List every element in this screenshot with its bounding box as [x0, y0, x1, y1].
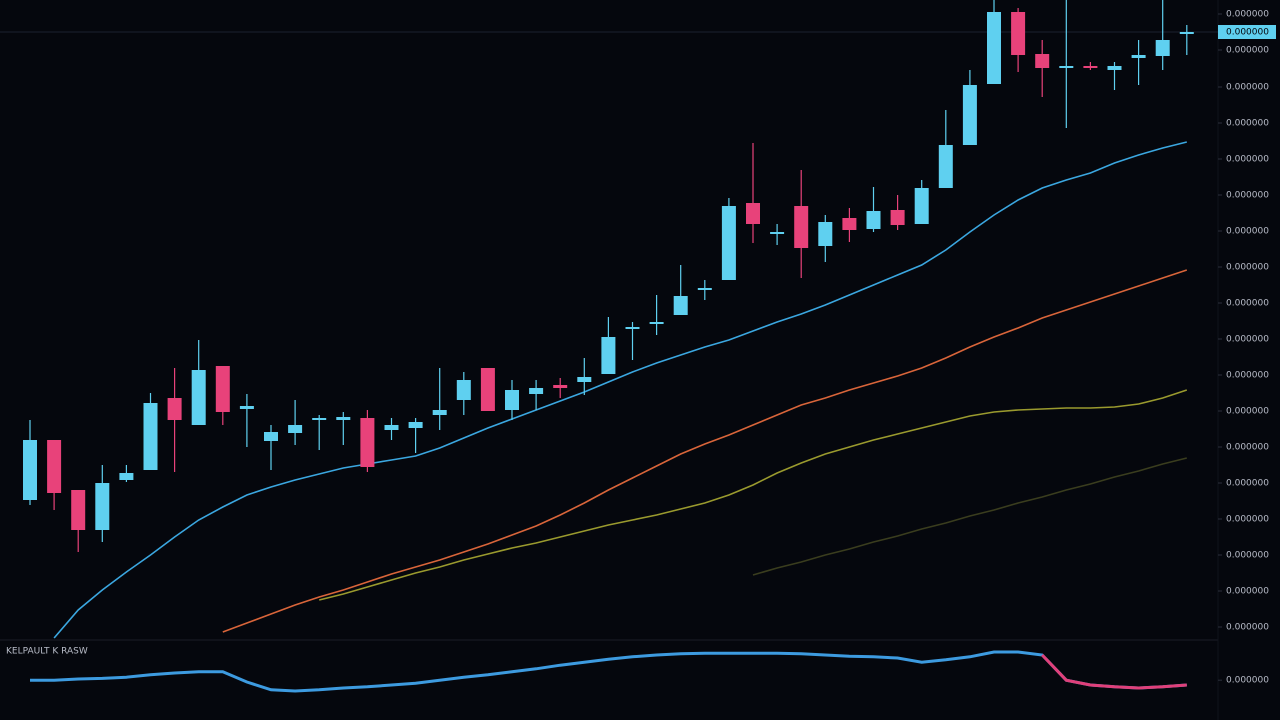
candle-body	[1107, 66, 1122, 70]
line-series	[222, 269, 1188, 633]
candle-body	[432, 410, 447, 415]
candle-body	[794, 206, 809, 248]
line-series	[319, 389, 1188, 601]
candle-body	[553, 385, 568, 388]
candle-body	[1131, 55, 1146, 58]
candle-body	[649, 322, 664, 324]
line-series	[30, 650, 1187, 693]
line-series	[752, 457, 1187, 576]
candle-body	[673, 296, 688, 315]
y-tick-label: 0.000000	[1226, 407, 1269, 417]
candle-body	[215, 366, 230, 412]
y-tick-label: 0.000000	[1226, 676, 1269, 686]
candle-body	[697, 288, 712, 290]
candle-body	[408, 422, 423, 428]
candle-body	[1035, 54, 1050, 68]
candle-body	[938, 145, 953, 188]
y-tick-label: 0.000000	[1226, 191, 1269, 201]
candle-body	[1179, 32, 1194, 34]
candle-body	[95, 483, 110, 530]
candle-body	[601, 337, 616, 374]
y-tick-label: 0.000000	[1226, 299, 1269, 309]
y-tick-label: 0.000000	[1226, 479, 1269, 489]
candle-body	[239, 406, 254, 409]
y-tick-label: 0.000000	[1226, 83, 1269, 93]
candle-body	[360, 418, 375, 467]
candle-body	[288, 425, 303, 433]
candle-body	[890, 210, 905, 225]
candle-body	[721, 206, 736, 280]
y-tick-label: 0.000000	[1226, 551, 1269, 561]
y-tick-label: 0.000000	[1226, 371, 1269, 381]
last-price-label: 0.000000	[1226, 28, 1269, 38]
y-tick-label: 0.000000	[1226, 119, 1269, 129]
candle-body	[1011, 12, 1026, 55]
y-tick-label: 0.000000	[1226, 155, 1269, 165]
candle-body	[191, 370, 206, 425]
candle-body	[577, 377, 592, 382]
candle-body	[47, 440, 62, 493]
candle-body	[480, 368, 495, 411]
y-tick-label: 0.000000	[1226, 335, 1269, 345]
candle-body	[23, 440, 37, 500]
candle-body	[336, 417, 351, 420]
candle-body	[770, 232, 785, 234]
candle-body	[1083, 66, 1098, 68]
y-tick-label: 0.000000	[1226, 443, 1269, 453]
indicator-title: KELPAULT K RASW	[6, 647, 88, 657]
candle-body	[962, 85, 977, 145]
candle-body	[167, 398, 182, 420]
y-tick-label: 0.000000	[1226, 46, 1269, 56]
y-tick-label: 0.000000	[1226, 515, 1269, 525]
candle-body	[1155, 40, 1170, 56]
candle-body	[312, 418, 327, 420]
y-tick-label: 0.000000	[1226, 227, 1269, 237]
last-price-box	[1218, 25, 1276, 39]
candle-body	[505, 390, 519, 410]
candle-body	[119, 473, 134, 480]
candle-body	[625, 327, 640, 329]
candle-body	[384, 425, 399, 430]
line-series	[53, 141, 1187, 639]
y-tick-label: 0.000000	[1226, 263, 1269, 273]
candle-body	[914, 188, 929, 224]
candle-body	[746, 203, 760, 224]
line-series	[1041, 653, 1187, 690]
y-tick-label: 0.000000	[1226, 10, 1269, 20]
candle-body	[818, 222, 833, 246]
candle-body	[1059, 66, 1074, 68]
candle-body	[71, 490, 86, 530]
candle-body	[264, 432, 278, 441]
candle-body	[143, 403, 158, 470]
candle-body	[987, 12, 1001, 84]
y-tick-label: 0.000000	[1226, 587, 1269, 597]
candle-body	[529, 388, 544, 394]
y-tick-label: 0.000000	[1226, 623, 1269, 633]
candle-body	[842, 218, 857, 230]
candle-body	[866, 211, 881, 229]
candle-body	[456, 380, 471, 400]
